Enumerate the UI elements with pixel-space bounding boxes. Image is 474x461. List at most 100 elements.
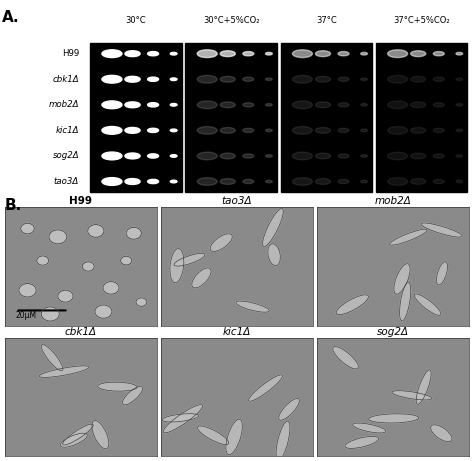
Circle shape [292,50,312,58]
Circle shape [147,154,159,158]
Circle shape [361,78,367,81]
Circle shape [433,52,444,56]
Circle shape [361,104,367,106]
Circle shape [125,153,140,159]
Title: H99: H99 [69,196,92,207]
Circle shape [197,101,217,109]
Text: A.: A. [2,10,20,25]
Circle shape [410,127,426,133]
Circle shape [197,126,217,134]
Circle shape [456,53,463,55]
Circle shape [243,154,254,158]
Circle shape [220,51,235,57]
Title: sog2Δ: sog2Δ [377,327,410,337]
Circle shape [388,101,408,109]
Text: tao3Δ: tao3Δ [54,177,79,186]
Circle shape [410,102,426,108]
Circle shape [125,127,140,133]
Circle shape [102,177,122,185]
Circle shape [49,230,67,244]
Circle shape [361,180,367,183]
Ellipse shape [421,223,462,237]
Text: 30°C: 30°C [126,16,146,24]
Circle shape [315,77,330,82]
Circle shape [292,126,312,134]
Circle shape [315,178,330,184]
Circle shape [136,298,147,306]
Circle shape [197,152,217,160]
Circle shape [361,154,367,157]
Text: 20μM: 20μM [15,311,36,320]
Ellipse shape [263,208,283,247]
Ellipse shape [60,433,87,447]
Circle shape [292,152,312,160]
Circle shape [433,77,444,82]
Ellipse shape [390,229,427,245]
Circle shape [102,50,122,58]
Circle shape [82,262,94,271]
Circle shape [265,180,272,183]
Circle shape [220,178,235,184]
Circle shape [147,52,159,56]
Circle shape [147,103,159,107]
Ellipse shape [41,344,63,371]
Circle shape [338,52,349,56]
Circle shape [292,75,312,83]
Circle shape [243,77,254,82]
Circle shape [147,179,159,183]
Circle shape [103,282,119,294]
Bar [281,43,372,193]
Ellipse shape [336,295,368,314]
Ellipse shape [226,419,242,455]
Circle shape [456,129,463,132]
Circle shape [388,152,408,160]
Bar [185,43,277,193]
Text: 37°C: 37°C [316,16,337,24]
Ellipse shape [279,398,300,420]
Circle shape [95,305,112,318]
Circle shape [220,102,235,108]
Circle shape [243,103,254,107]
Ellipse shape [333,347,358,369]
Circle shape [170,180,177,183]
Circle shape [220,153,235,159]
Ellipse shape [162,414,199,422]
Circle shape [433,179,444,183]
Ellipse shape [431,425,452,442]
Circle shape [197,177,217,185]
Circle shape [388,126,408,134]
Text: kic1Δ: kic1Δ [55,126,79,135]
Circle shape [315,153,330,159]
Circle shape [265,104,272,106]
Circle shape [315,102,330,108]
Circle shape [292,101,312,109]
Ellipse shape [394,264,410,294]
Circle shape [388,177,408,185]
Circle shape [265,154,272,157]
Text: B.: B. [5,198,22,213]
Circle shape [388,50,408,58]
Circle shape [170,104,177,106]
Circle shape [147,77,159,82]
Circle shape [265,129,272,132]
Circle shape [456,78,463,81]
Ellipse shape [198,426,229,444]
Ellipse shape [268,244,280,266]
Circle shape [410,153,426,159]
Circle shape [315,127,330,133]
Ellipse shape [92,420,109,449]
Circle shape [361,129,367,132]
Circle shape [102,101,122,109]
Circle shape [338,128,349,132]
Ellipse shape [122,386,143,405]
Ellipse shape [248,375,283,401]
Bar [90,43,182,193]
Ellipse shape [192,268,211,288]
Ellipse shape [170,248,184,283]
Circle shape [456,104,463,106]
Ellipse shape [210,234,232,251]
Ellipse shape [98,382,137,391]
Ellipse shape [63,424,93,445]
Circle shape [220,77,235,82]
Ellipse shape [163,405,202,433]
